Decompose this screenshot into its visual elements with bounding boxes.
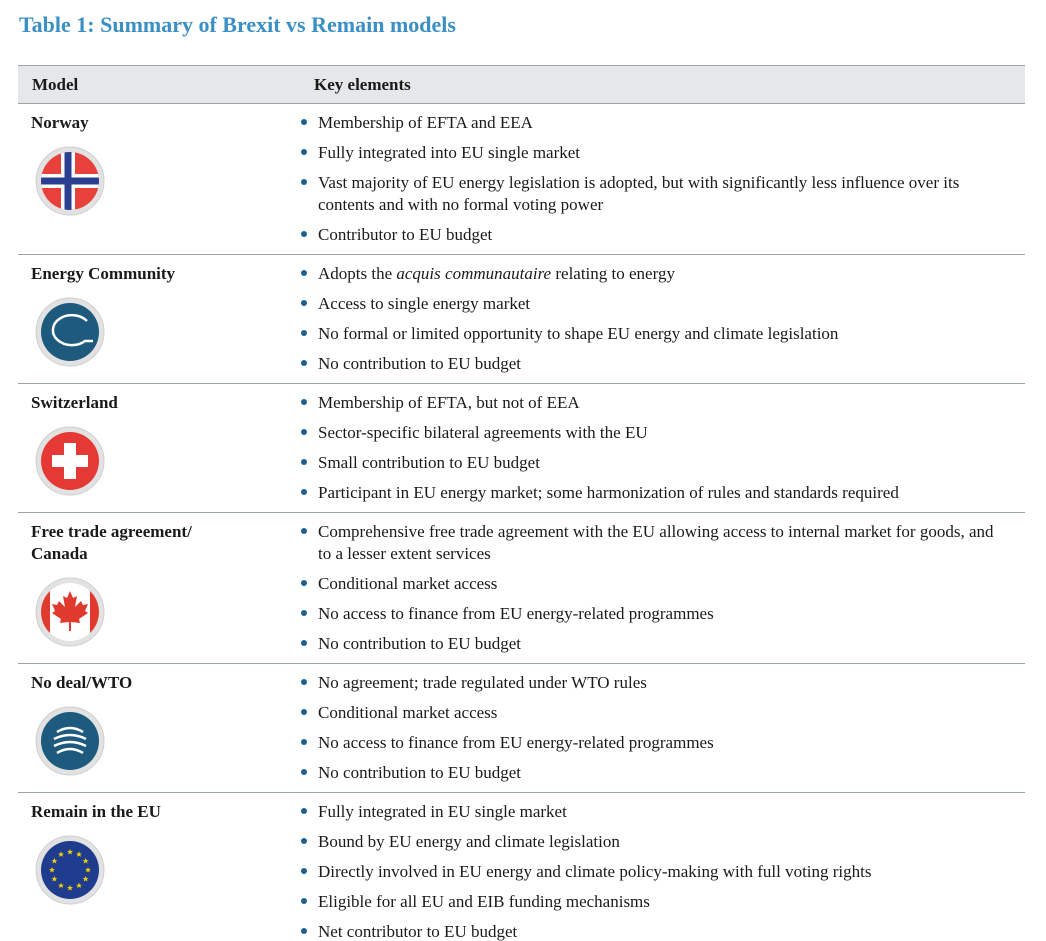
element-item: Vast majority of EU energy legislation i… [301, 172, 996, 216]
model-name: Switzerland [31, 393, 118, 412]
element-item: Membership of EFTA and EEA [301, 112, 996, 134]
header-cell: Key elements [287, 65, 1025, 104]
text-segment: Adopts the [318, 264, 397, 283]
table-row: Remain in the EU Fully integrated in EU s… [18, 792, 1025, 941]
model-name: Free trade agreement/ Canada [31, 522, 192, 563]
model-cell: Free trade agreement/ Canada [18, 512, 287, 664]
element-item: Net contributor to EU budget [301, 921, 996, 941]
elements-cell: Membership of EFTA, but not of EEA Sector… [287, 383, 1025, 513]
element-item: Small contribution to EU budget [301, 452, 996, 474]
wto-icon [35, 706, 105, 776]
element-item: Fully integrated in EU single market [301, 801, 996, 823]
eu-icon [35, 835, 105, 905]
model-cell: Remain in the EU [18, 792, 287, 941]
element-list: Membership of EFTA, but not of EEA Sector… [287, 392, 996, 504]
switzerland-icon [35, 426, 105, 496]
element-item: Sector-specific bilateral agreements wit… [301, 422, 996, 444]
element-item: Directly involved in EU energy and clima… [301, 861, 996, 883]
table-row: Norway Membership of EFTA and EEA Fully in… [18, 103, 1025, 255]
model-name: Remain in the EU [31, 802, 161, 821]
element-list: Adopts the acquis communautaire relating… [287, 263, 996, 375]
element-item: Conditional market access [301, 573, 996, 595]
table-row: Free trade agreement/ Canada Comprehensiv… [18, 512, 1025, 664]
norway-icon [35, 146, 105, 216]
element-item: Access to single energy market [301, 293, 996, 315]
table-row: No deal/WTO No agreement; trade regulated… [18, 663, 1025, 793]
elements-cell: No agreement; trade regulated under WTO … [287, 663, 1025, 793]
element-item: Eligible for all EU and EIB funding mech… [301, 891, 996, 913]
energy-community-icon [35, 297, 105, 367]
canada-icon [35, 577, 105, 647]
element-item: No agreement; trade regulated under WTO … [301, 672, 996, 694]
element-item: No contribution to EU budget [301, 762, 996, 784]
element-item: Contributor to EU budget [301, 224, 996, 246]
element-item: Fully integrated into EU single market [301, 142, 996, 164]
element-item: Conditional market access [301, 702, 996, 724]
element-item: Membership of EFTA, but not of EEA [301, 392, 996, 414]
element-item: No contribution to EU budget [301, 353, 996, 375]
model-cell: Energy Community [18, 254, 287, 384]
element-item: Bound by EU energy and climate legislati… [301, 831, 996, 853]
model-cell: Switzerland [18, 383, 287, 513]
model-cell: Norway [18, 103, 287, 255]
table: Model Key elements Norway Membership of E… [18, 65, 1025, 941]
element-item: No formal or limited opportunity to shap… [301, 323, 996, 345]
element-item: No access to finance from EU energy-rela… [301, 732, 996, 754]
table-row: Switzerland Membership of EFTA, but not o… [18, 383, 1025, 513]
element-item: No contribution to EU budget [301, 633, 996, 655]
element-item: Adopts the acquis communautaire relating… [301, 263, 996, 285]
elements-cell: Comprehensive free trade agreement with … [287, 512, 1025, 664]
element-item: No access to finance from EU energy-rela… [301, 603, 996, 625]
model-name: No deal/WTO [31, 673, 133, 692]
element-list: Comprehensive free trade agreement with … [287, 521, 996, 655]
header-cell: Model [18, 65, 287, 104]
element-list: Membership of EFTA and EEA Fully integrat… [287, 112, 996, 246]
table-body: Norway Membership of EFTA and EEA Fully in… [18, 103, 1025, 941]
element-list: No agreement; trade regulated under WTO … [287, 672, 996, 784]
header-row: Model Key elements [18, 65, 1025, 104]
model-cell: No deal/WTO [18, 663, 287, 793]
element-item: Comprehensive free trade agreement with … [301, 521, 996, 565]
model-name: Energy Community [31, 264, 176, 283]
elements-cell: Membership of EFTA and EEA Fully integrat… [287, 103, 1025, 255]
element-list: Fully integrated in EU single market Boun… [287, 801, 996, 941]
model-name: Norway [31, 113, 89, 132]
elements-cell: Fully integrated in EU single market Boun… [287, 792, 1025, 941]
text-segment: relating to energy [551, 264, 675, 283]
text-segment: acquis communautaire [396, 264, 552, 283]
elements-cell: Adopts the acquis communautaire relating… [287, 254, 1025, 384]
element-item: Participant in EU energy market; some ha… [301, 482, 996, 504]
table-row: Energy Community Adopts the acquis commun… [18, 254, 1025, 384]
title: Table 1: Summary of Brexit vs Remain mod… [19, 12, 456, 37]
